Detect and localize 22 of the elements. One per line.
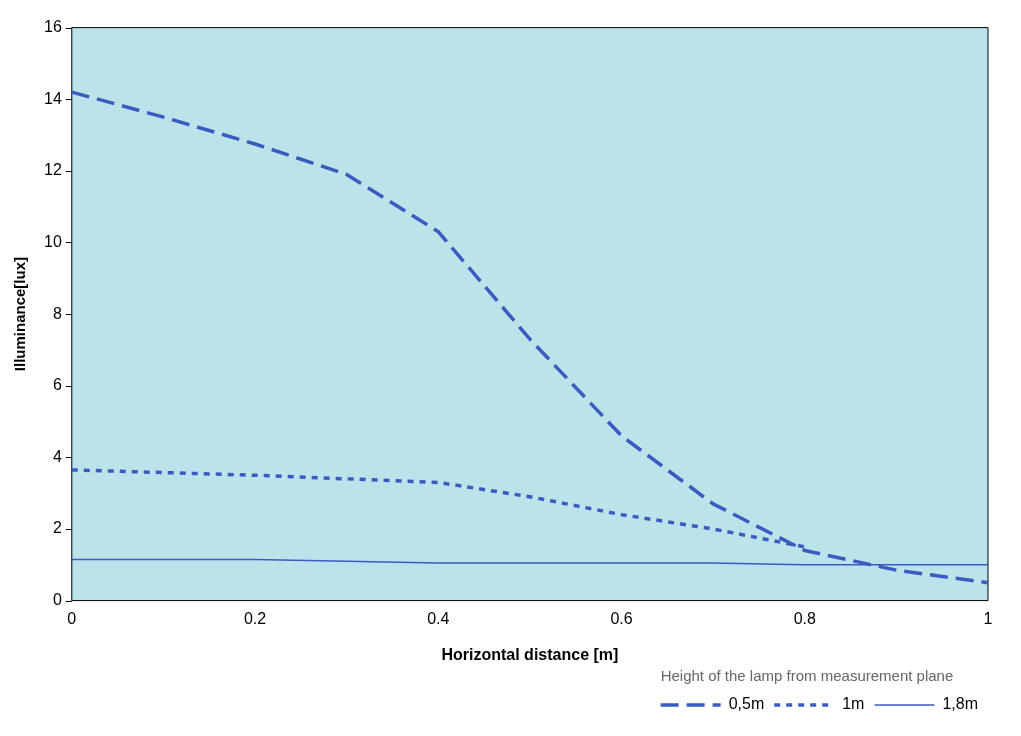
y-tick-label: 14 bbox=[44, 89, 62, 107]
y-tick-label: 6 bbox=[52, 376, 62, 394]
legend-label: 1m bbox=[842, 695, 865, 713]
line-series bbox=[70, 90, 990, 585]
y-tick-label: 12 bbox=[44, 161, 62, 179]
y-tick-label: 16 bbox=[44, 18, 62, 36]
y-tick-label: 2 bbox=[52, 519, 62, 537]
x-tick-label: 0.2 bbox=[243, 609, 267, 627]
y-axis-title: Illuminance[lux] bbox=[11, 257, 29, 372]
legend-title: Height of the lamp from measurement plane bbox=[660, 666, 954, 684]
x-tick-label: 0.6 bbox=[610, 609, 633, 627]
x-tick-label: 1 bbox=[983, 609, 993, 627]
x-tick-label: 0 bbox=[67, 609, 77, 627]
y-tick-label: 4 bbox=[52, 447, 62, 465]
y-tick-label: 0 bbox=[52, 591, 62, 609]
x-axis-title: Horizontal distance [m] bbox=[441, 645, 619, 663]
y-tick-label: 8 bbox=[52, 304, 62, 322]
x-tick-label: 0.4 bbox=[427, 609, 450, 627]
x-tick-label: 0.8 bbox=[793, 609, 816, 627]
legend-label: 0,5m bbox=[728, 695, 765, 713]
legend-label: 1,8m bbox=[942, 695, 979, 713]
y-tick-label: 10 bbox=[44, 232, 62, 250]
